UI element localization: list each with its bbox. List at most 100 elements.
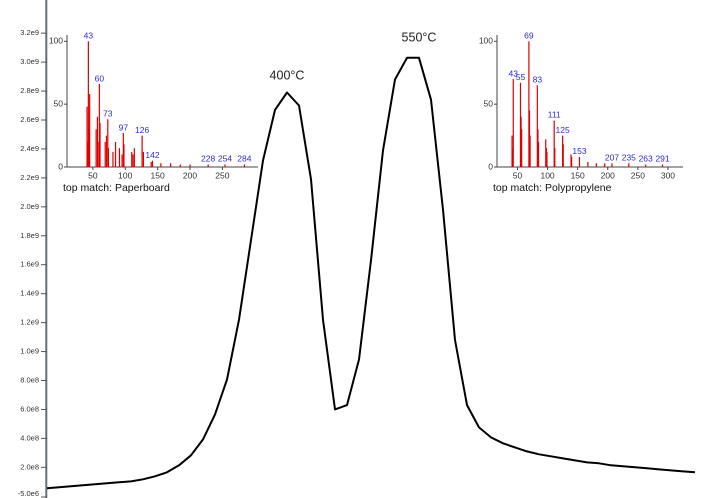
peak-bar: [122, 133, 124, 167]
peak-bar: [224, 164, 226, 167]
y-tick-label: 2.0e9: [20, 202, 39, 211]
x-tick-label: 100: [118, 170, 132, 180]
peak-bar: [595, 163, 597, 167]
peak-bar: [112, 151, 114, 167]
peak-bar: [87, 141, 89, 167]
peak-bar: [512, 79, 514, 167]
x-tick-label: 200: [183, 170, 197, 180]
peak-label: 263: [639, 154, 653, 164]
peak-bar: [546, 151, 548, 167]
peak-bar: [562, 135, 564, 167]
peak-bar: [89, 94, 91, 167]
peak-bar: [189, 164, 191, 167]
y-tick-label: 2.6e9: [20, 115, 39, 124]
x-tick-label: 100: [540, 170, 554, 180]
y-tick-label: 100: [49, 36, 63, 46]
peak-bar: [150, 161, 152, 167]
peak-bar: [520, 116, 522, 167]
y-tick-label: 1.0e9: [20, 347, 39, 356]
y-tick-label: 0: [58, 161, 63, 171]
y-tick-label: 1.2e9: [20, 318, 39, 327]
peak-bar: [207, 164, 209, 167]
peak-bar: [243, 164, 246, 167]
peak-bar: [545, 139, 547, 167]
peak-bar: [604, 163, 606, 167]
y-tick-label: 1.4e9: [20, 289, 39, 298]
peak-bar: [521, 129, 523, 167]
peak-bar: [118, 148, 121, 167]
peak-label: 60: [95, 73, 105, 83]
y-tick-label: 2.2e9: [20, 173, 39, 182]
peak-bar: [578, 156, 581, 167]
peak-bar: [99, 123, 101, 167]
peak-bar: [529, 135, 531, 167]
peak-label: 228: [201, 154, 215, 164]
annotation: 400°C: [270, 68, 305, 82]
y-tick-label: 4.0e8: [20, 433, 39, 442]
peak-label: 43: [84, 31, 94, 41]
peak-bar: [511, 135, 513, 167]
y-tick-label: -5.0e6: [18, 489, 39, 498]
x-tick-label: 250: [215, 170, 229, 180]
x-tick-label: 150: [571, 170, 585, 180]
peak-label: 235: [622, 152, 636, 162]
peak-bar: [151, 160, 154, 167]
peak-bar: [107, 119, 109, 167]
y-tick-label: 1.8e9: [20, 231, 39, 240]
peak-label: 291: [655, 154, 669, 164]
line-series: [46, 56, 696, 490]
peak-bar: [553, 120, 555, 167]
peak-bar: [160, 163, 162, 167]
peak-bar: [570, 154, 572, 167]
peak-bar: [179, 164, 181, 167]
x-tick-label: 200: [601, 170, 615, 180]
peak-bar: [611, 163, 613, 167]
y-tick-label: 50: [54, 98, 64, 108]
x-tick-label: 150: [151, 170, 165, 180]
peak-label: 111: [548, 110, 561, 120]
peak-label: 284: [237, 154, 251, 164]
y-tick-label: 6.0e8: [20, 404, 39, 413]
peak-bar: [133, 148, 135, 167]
peak-bar: [645, 164, 647, 167]
peak-label: 55: [516, 72, 526, 82]
peak-label: 126: [135, 125, 149, 135]
x-tick-label: 50: [513, 170, 523, 180]
peak-label: 254: [218, 154, 232, 164]
peak-bar: [123, 144, 125, 167]
peak-bar: [95, 129, 97, 167]
peak-bar: [86, 106, 88, 167]
peak-bar: [98, 84, 100, 167]
peak-bar: [537, 129, 539, 167]
peak-label: 69: [524, 31, 534, 41]
peak-bar: [587, 161, 589, 167]
y-tick-label: 2.4e9: [20, 144, 39, 153]
peak-bar: [141, 135, 143, 167]
peak-bar: [169, 163, 172, 167]
peak-label: 97: [119, 122, 129, 132]
y-tick-label: 3.0e9: [20, 57, 39, 66]
peak-bar: [537, 141, 540, 167]
peak-bar: [132, 154, 134, 167]
peak-bar: [104, 141, 106, 167]
peak-bar: [121, 154, 123, 167]
peak-label: 125: [556, 125, 570, 135]
y-tick-label: 2.0e8: [20, 462, 39, 471]
peak-bar: [87, 41, 89, 167]
peak-bar: [131, 151, 133, 167]
annotation: 550°C: [402, 30, 437, 44]
peak-bar: [114, 141, 117, 167]
peak-bar: [628, 163, 630, 167]
y-tick-label: 2.8e9: [20, 86, 39, 95]
peak-bar: [571, 156, 573, 167]
peak-label: 142: [145, 150, 159, 160]
peak-bar: [528, 41, 530, 167]
peak-bar: [554, 148, 556, 167]
x-axis-label: top match: Paperboard: [63, 182, 170, 194]
y-tick-label: 100: [479, 36, 493, 46]
peak-label: 83: [533, 75, 543, 85]
peak-bar: [545, 148, 547, 167]
peak-bar: [107, 148, 110, 167]
peak-label: 43: [509, 68, 519, 78]
